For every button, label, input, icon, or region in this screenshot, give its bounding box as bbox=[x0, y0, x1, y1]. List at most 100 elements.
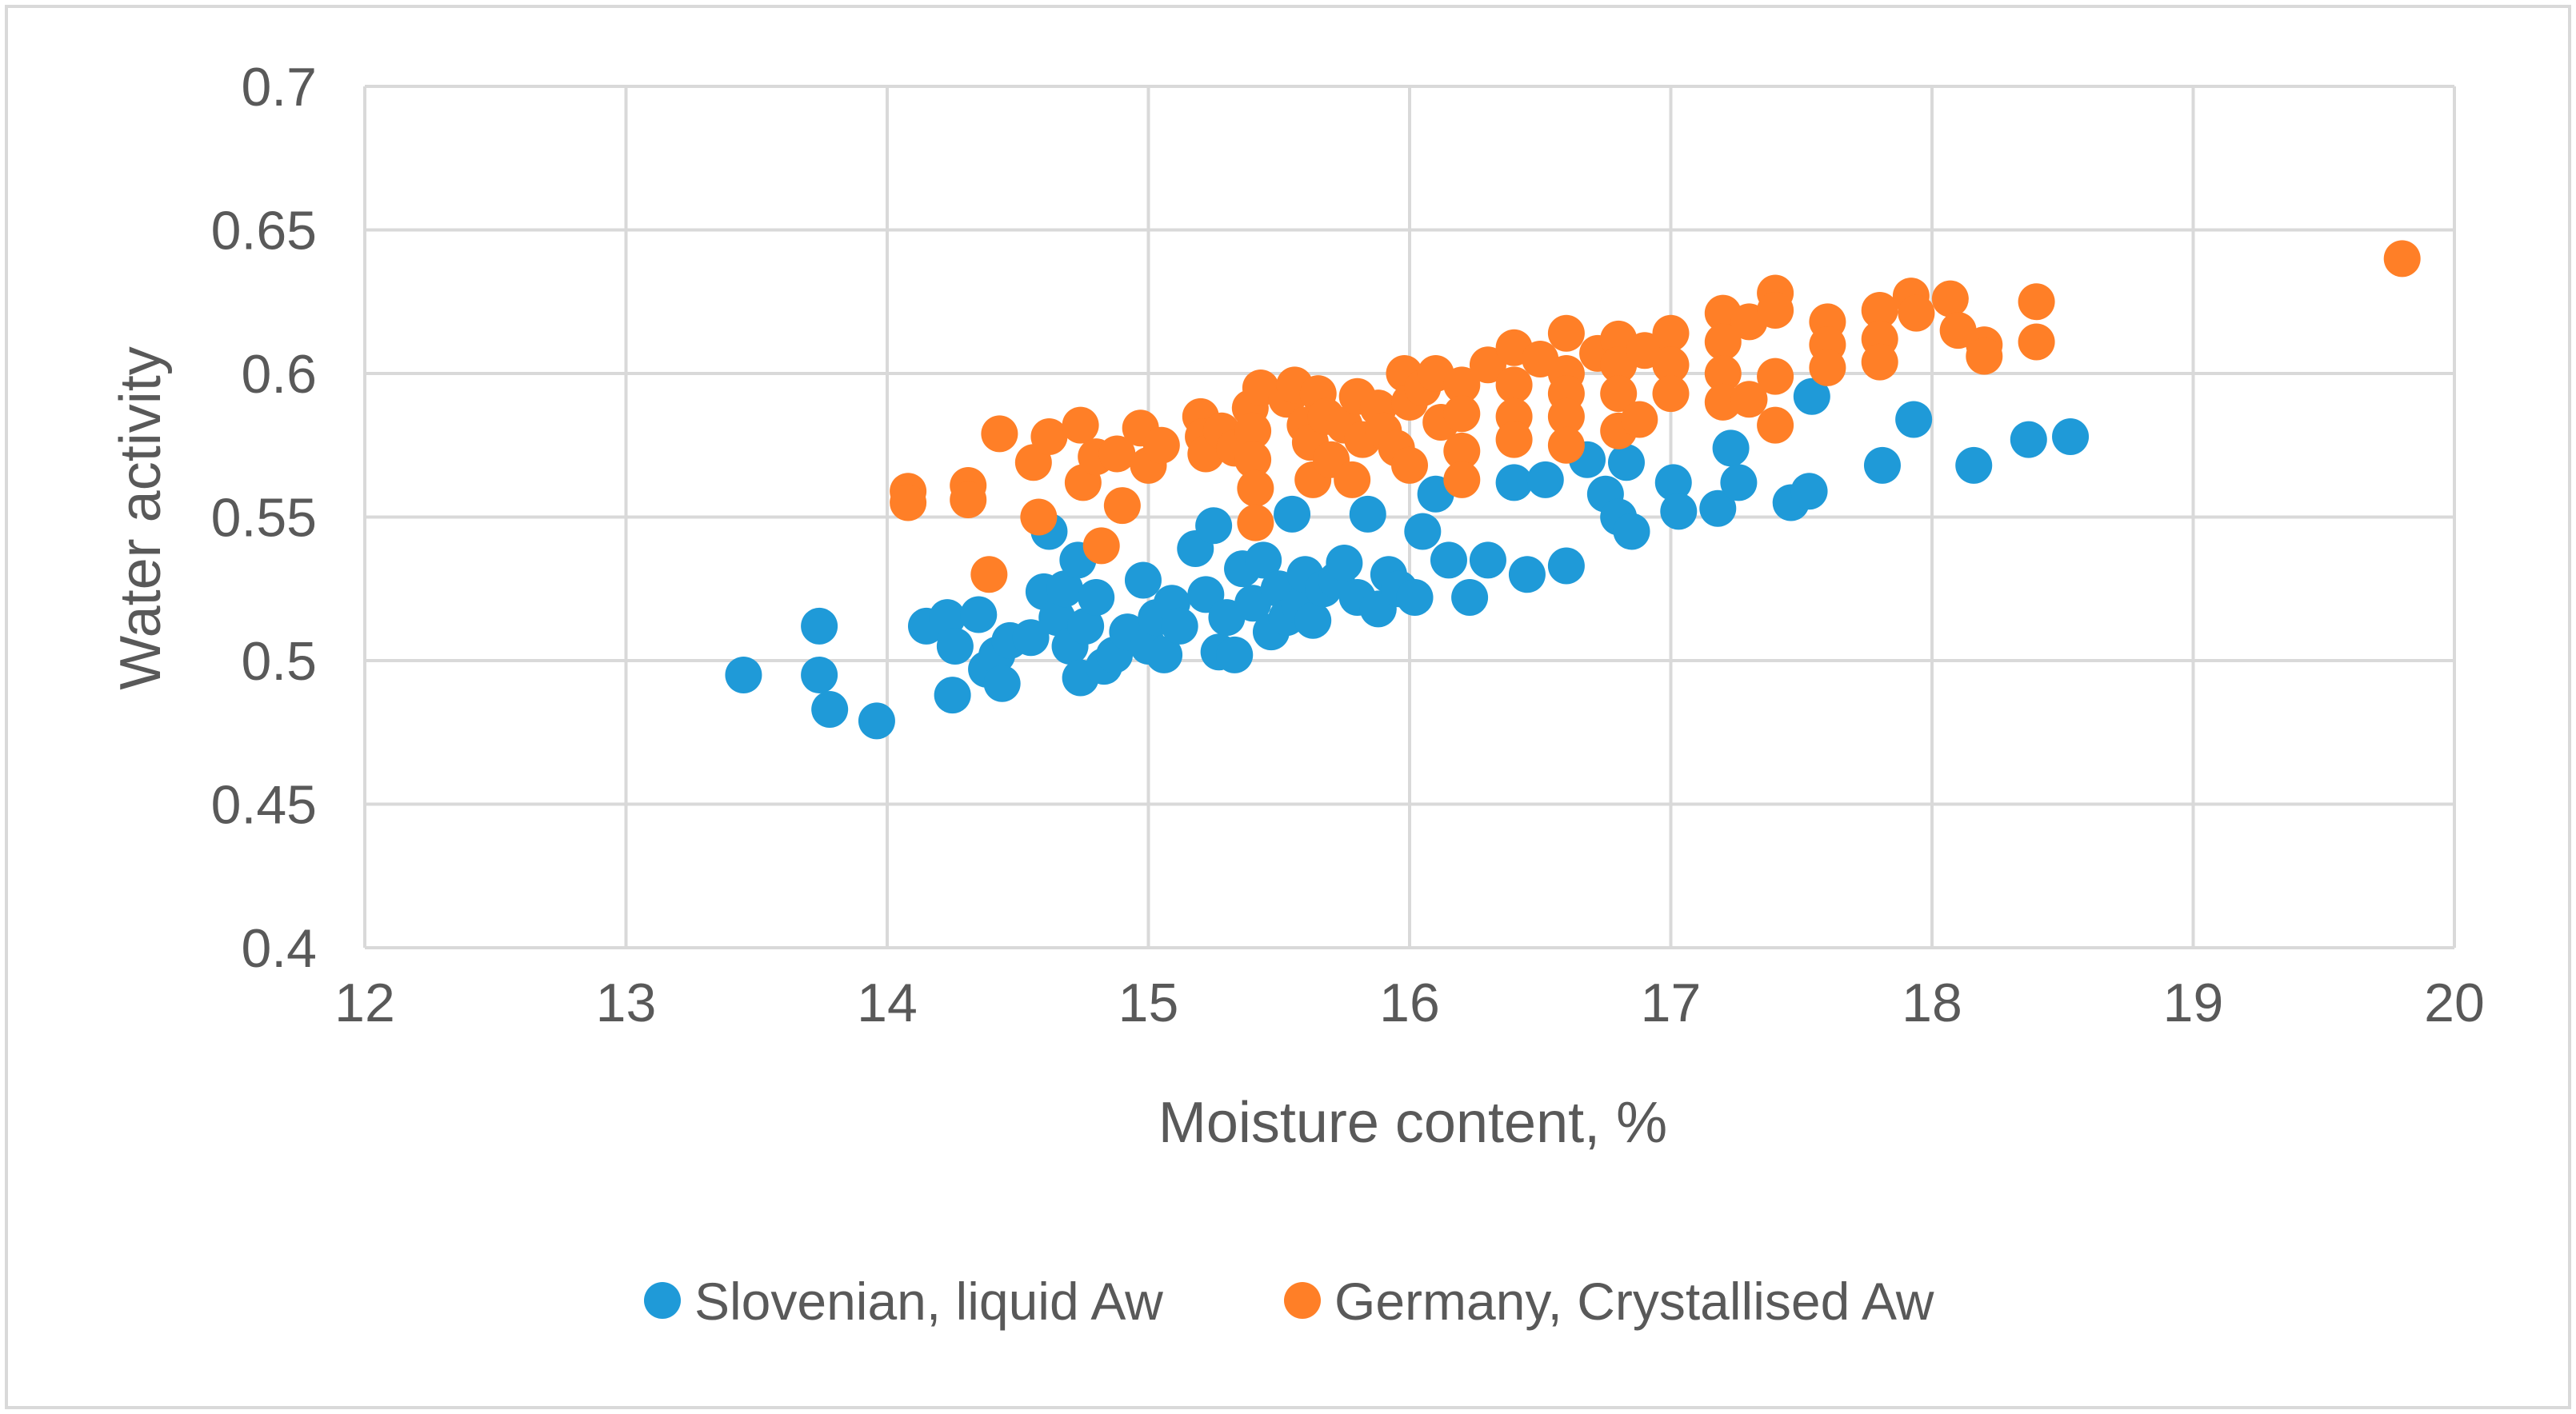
data-point bbox=[801, 607, 838, 645]
x-tick-label: 17 bbox=[1641, 973, 1702, 1033]
data-point bbox=[1931, 280, 1969, 318]
data-point bbox=[1067, 607, 1105, 645]
data-point bbox=[1443, 461, 1481, 498]
data-point bbox=[1062, 406, 1099, 444]
data-point bbox=[1451, 579, 1489, 617]
data-point bbox=[1161, 607, 1198, 645]
data-point bbox=[1294, 601, 1332, 639]
data-point bbox=[970, 556, 1008, 593]
data-point bbox=[981, 415, 1018, 453]
data-point bbox=[1730, 381, 1768, 418]
chart-border bbox=[5, 5, 2571, 1409]
data-point bbox=[1526, 461, 1564, 498]
data-point bbox=[1326, 544, 1363, 581]
legend-label-germany: Germany, Crystallised Aw bbox=[1334, 1272, 1934, 1331]
legend-marker-slovenian bbox=[644, 1282, 681, 1319]
data-point bbox=[1234, 441, 1272, 478]
data-point bbox=[1704, 323, 1742, 361]
data-point bbox=[1349, 495, 1386, 533]
data-point bbox=[1469, 346, 1506, 384]
y-tick-label: 0.4 bbox=[241, 918, 317, 979]
data-point bbox=[1443, 432, 1481, 469]
data-point bbox=[1195, 507, 1233, 545]
data-point bbox=[1720, 464, 1758, 501]
data-point bbox=[1660, 493, 1698, 530]
data-point bbox=[929, 599, 966, 637]
x-tick-label: 18 bbox=[1902, 973, 1962, 1033]
data-point bbox=[1613, 513, 1650, 550]
data-point bbox=[1898, 294, 1935, 332]
data-point bbox=[1699, 489, 1737, 527]
data-point bbox=[1469, 541, 1506, 579]
data-point bbox=[1020, 498, 1058, 536]
data-point bbox=[960, 596, 998, 633]
data-point bbox=[1234, 412, 1272, 449]
data-point bbox=[1274, 495, 1311, 533]
tick-labels: 12 13 14 15 16 17 18 19 20 0.4 0.45 0.5 0.55 0.6 0.65 0… bbox=[211, 57, 2485, 1033]
data-point bbox=[2010, 421, 2047, 458]
data-point bbox=[936, 628, 974, 665]
data-point bbox=[1495, 366, 1533, 404]
data-point bbox=[1038, 599, 1076, 637]
y-axis-title: Water activity bbox=[109, 346, 173, 689]
data-point bbox=[1495, 464, 1533, 501]
data-point bbox=[1495, 421, 1533, 458]
legend-marker-germany bbox=[1284, 1282, 1321, 1319]
data-point bbox=[1391, 446, 1428, 484]
data-point bbox=[1809, 349, 1846, 386]
data-point bbox=[1334, 461, 1371, 498]
data-point bbox=[1955, 446, 1993, 484]
data-point bbox=[2018, 283, 2055, 321]
y-tick-label: 0.45 bbox=[211, 775, 317, 836]
data-point bbox=[1790, 473, 1828, 510]
data-point bbox=[1547, 397, 1585, 435]
data-point bbox=[858, 702, 895, 740]
data-point bbox=[725, 656, 762, 693]
y-tick-label: 0.55 bbox=[211, 488, 317, 549]
data-point bbox=[1443, 366, 1481, 404]
data-point bbox=[1757, 292, 1794, 330]
data-point bbox=[1895, 401, 1933, 438]
data-point bbox=[1443, 395, 1481, 433]
data-point bbox=[1245, 541, 1282, 579]
x-tick-label: 19 bbox=[2163, 973, 2224, 1033]
data-point bbox=[950, 481, 987, 518]
data-point bbox=[1966, 338, 2003, 375]
data-point bbox=[1863, 446, 1901, 484]
data-point bbox=[1547, 426, 1585, 464]
data-point bbox=[1237, 469, 1274, 507]
data-point bbox=[1046, 570, 1084, 608]
data-point bbox=[1793, 377, 1830, 415]
data-point bbox=[1404, 513, 1442, 550]
data-point bbox=[1600, 375, 1638, 413]
y-tick-label: 0.7 bbox=[241, 57, 317, 118]
data-point bbox=[1103, 487, 1141, 525]
data-point bbox=[811, 691, 849, 729]
data-point bbox=[1508, 556, 1546, 593]
x-tick-label: 20 bbox=[2424, 973, 2485, 1033]
series-slovenian bbox=[725, 377, 2090, 740]
data-point bbox=[1098, 435, 1136, 473]
data-point bbox=[1124, 561, 1162, 599]
data-point bbox=[1757, 406, 1794, 444]
data-point bbox=[1430, 541, 1467, 579]
data-point bbox=[1704, 355, 1742, 392]
data-point bbox=[1030, 417, 1068, 455]
x-tick-label: 15 bbox=[1118, 973, 1179, 1033]
data-point bbox=[1621, 401, 1658, 438]
data-point bbox=[1216, 636, 1254, 673]
data-point bbox=[983, 665, 1021, 702]
data-point bbox=[1757, 357, 1794, 395]
data-point bbox=[1861, 343, 1898, 381]
x-tick-label: 16 bbox=[1379, 973, 1440, 1033]
data-point bbox=[1078, 579, 1115, 617]
data-point bbox=[1082, 527, 1120, 565]
x-tick-label: 14 bbox=[857, 973, 918, 1033]
legend: Slovenian, liquid Aw Germany, Crystallis… bbox=[644, 1272, 1934, 1331]
data-point bbox=[1652, 346, 1690, 384]
x-tick-label: 13 bbox=[596, 973, 657, 1033]
data-point bbox=[1396, 579, 1434, 617]
y-tick-label: 0.5 bbox=[241, 631, 317, 692]
data-point bbox=[1142, 426, 1180, 464]
